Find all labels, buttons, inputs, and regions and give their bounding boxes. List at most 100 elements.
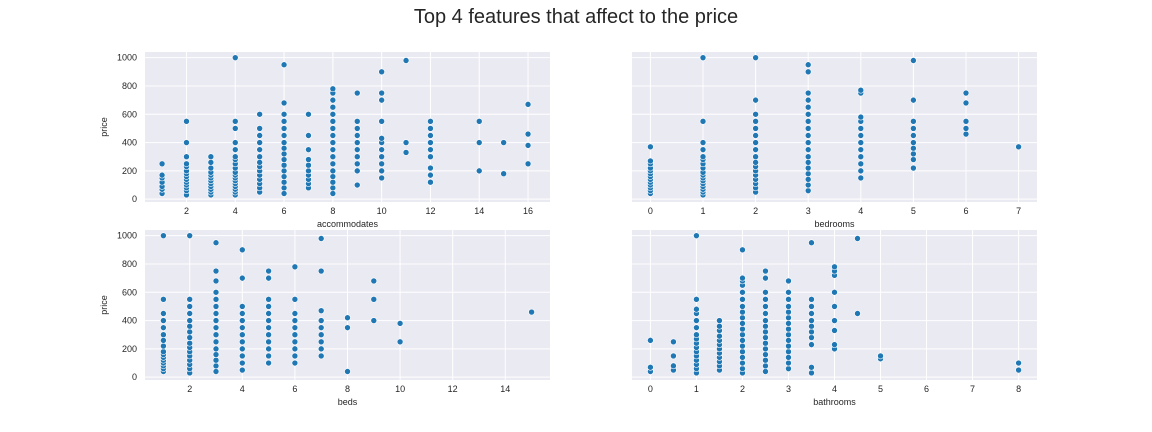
scatter-point xyxy=(353,167,361,175)
scatter-point xyxy=(329,178,337,186)
scatter-point xyxy=(739,337,746,344)
scatter-point xyxy=(329,132,337,139)
scatter-point xyxy=(528,308,535,316)
scatter-point xyxy=(378,135,385,142)
subplot-2: 0 1 2 3 4 5 6 7 bedrooms xyxy=(632,52,1037,229)
scatter-point xyxy=(739,274,746,282)
scatter-point xyxy=(239,359,246,367)
x-tick-label: 4 xyxy=(233,206,238,216)
scatter-point xyxy=(475,139,483,146)
scatter-point xyxy=(804,118,812,125)
scatter-point xyxy=(785,348,792,355)
scatter-point xyxy=(857,146,865,153)
scatter-point xyxy=(280,110,288,118)
scatter-point xyxy=(265,352,272,360)
scatter-point xyxy=(239,246,246,254)
scatter-point xyxy=(762,310,769,317)
scatter-point xyxy=(762,339,769,347)
scatter-point xyxy=(500,170,507,177)
scatter-point xyxy=(239,303,246,310)
scatter-point xyxy=(693,296,700,303)
scatter-point xyxy=(910,139,917,146)
scatter-point xyxy=(808,363,815,371)
scatter-point xyxy=(762,288,769,296)
scatter-point xyxy=(716,322,723,330)
x-tick-label: 0 xyxy=(648,384,653,394)
scatter-point xyxy=(857,174,865,182)
scatter-point xyxy=(804,153,812,161)
scatter-point xyxy=(329,160,337,168)
scatter-point xyxy=(647,143,654,151)
scatter-point xyxy=(804,125,812,132)
scatter-point xyxy=(207,159,215,166)
scatter-point xyxy=(804,159,812,166)
scatter-point xyxy=(329,173,337,180)
scatter-point xyxy=(160,342,167,350)
scatter-point xyxy=(857,113,865,121)
scatter-point xyxy=(739,296,746,303)
x-tick-label: 5 xyxy=(878,384,883,394)
scatter-point xyxy=(910,96,917,104)
x-axis-label: beds xyxy=(338,397,358,407)
scatter-point xyxy=(854,235,861,242)
scatter-point xyxy=(231,118,239,125)
y-tick-label: 1000 xyxy=(117,53,137,63)
scatter-point xyxy=(804,110,812,118)
subplot-1: 2 4 6 8 10 12 14 16 0 200 400 600 800 1000 accommodate… xyxy=(99,52,550,229)
scatter-point xyxy=(239,274,246,282)
x-tick-label: 3 xyxy=(786,384,791,394)
scatter-point xyxy=(186,339,194,347)
scatter-point xyxy=(699,153,707,161)
x-tick-label: 10 xyxy=(377,206,387,216)
scatter-point xyxy=(785,331,792,339)
scatter-point xyxy=(256,153,263,161)
scatter-point xyxy=(804,187,812,194)
scatter-point xyxy=(804,68,812,76)
scatter-point xyxy=(305,161,312,169)
scatter-point xyxy=(762,274,769,282)
x-tick-label: 12 xyxy=(425,206,435,216)
scatter-point xyxy=(762,356,769,364)
scatter-point xyxy=(186,232,194,239)
scatter-point xyxy=(762,267,769,275)
scatter-point xyxy=(256,146,263,153)
scatter-point xyxy=(739,331,746,339)
scatter-point xyxy=(739,325,746,333)
scatter-point xyxy=(280,190,288,197)
y-tick-label: 400 xyxy=(122,316,137,326)
scatter-point xyxy=(265,345,272,353)
scatter-point xyxy=(910,156,917,163)
scatter-point xyxy=(353,160,361,168)
scatter-point xyxy=(344,368,351,375)
scatter-point xyxy=(212,331,220,339)
scatter-point xyxy=(831,317,838,324)
scatter-point xyxy=(785,277,792,285)
scatter-point xyxy=(280,150,288,158)
scatter-point xyxy=(265,359,272,367)
y-tick-label: 800 xyxy=(122,259,137,269)
scatter-point xyxy=(699,54,707,61)
y-tick-label: 200 xyxy=(122,344,137,354)
y-tick-label: 200 xyxy=(122,166,137,176)
scatter-point xyxy=(762,296,769,303)
scatter-point xyxy=(402,57,410,64)
scatter-point xyxy=(962,125,970,132)
scatter-point xyxy=(962,99,970,107)
scatter-point xyxy=(317,324,325,331)
scatter-point xyxy=(647,363,654,371)
y-tick-label: 600 xyxy=(122,287,137,297)
scatter-point xyxy=(186,322,194,330)
scatter-point xyxy=(739,314,746,322)
x-tick-label: 7 xyxy=(970,384,975,394)
scatter-point xyxy=(212,239,220,247)
scatter-point xyxy=(280,118,288,125)
scatter-point xyxy=(186,296,194,303)
scatter-point xyxy=(329,125,337,132)
scatter-point xyxy=(291,352,299,360)
scatter-point xyxy=(857,132,865,139)
scatter-point xyxy=(329,85,337,93)
scatter-point xyxy=(524,160,532,168)
scatter-point xyxy=(280,184,288,192)
x-tick-label: 3 xyxy=(806,206,811,216)
